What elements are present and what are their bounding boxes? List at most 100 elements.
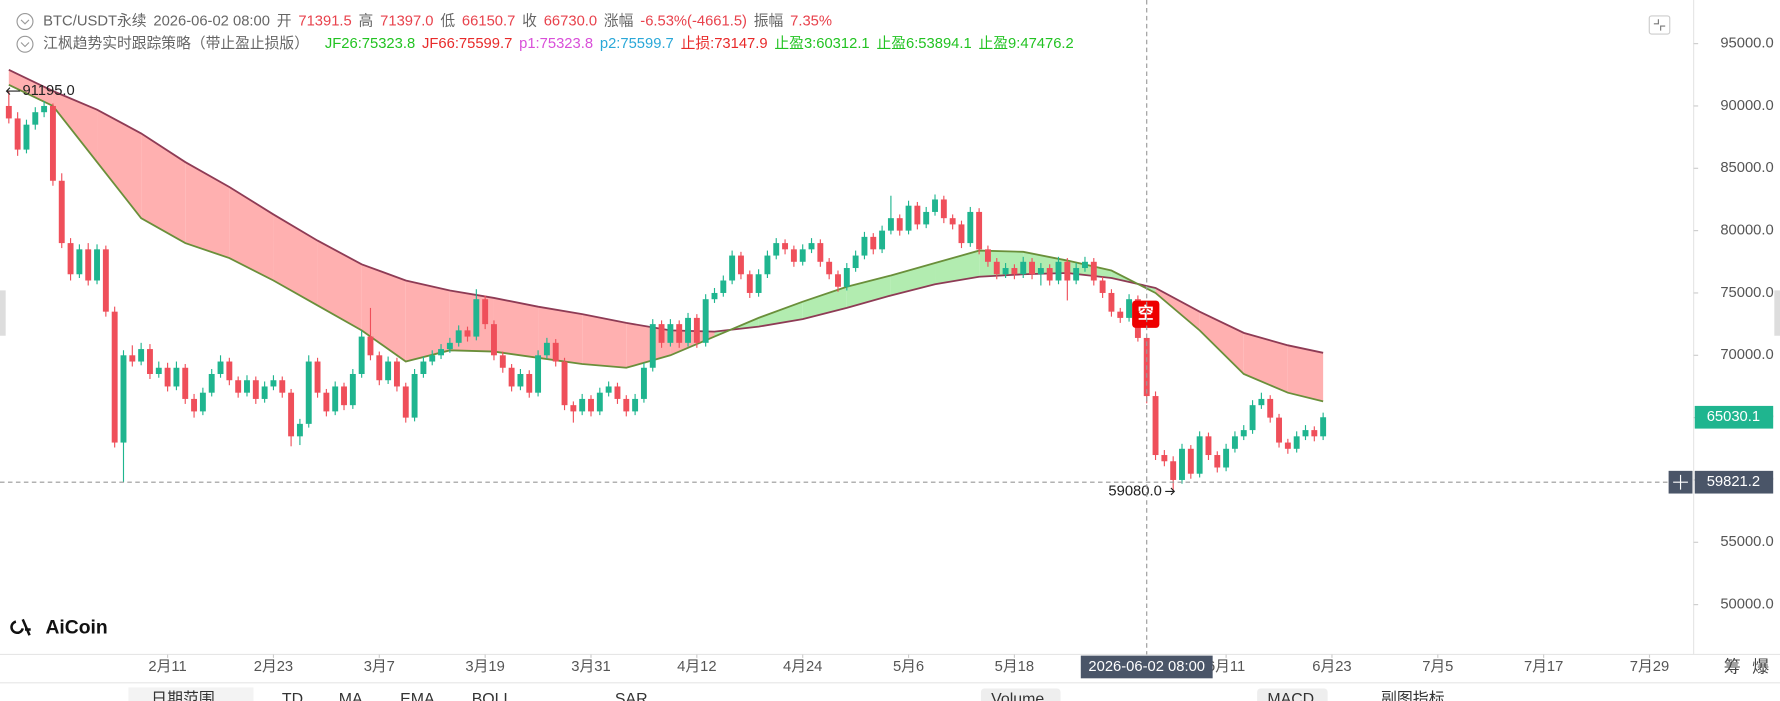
x-tick-label: 5月18 [995, 659, 1034, 675]
header-item: 开 [277, 13, 292, 29]
candle-body [491, 324, 497, 356]
candle-body [596, 392, 603, 412]
toolbar-tab[interactable]: MA [339, 691, 363, 701]
candle-body [85, 249, 92, 281]
band-fill [52, 91, 98, 163]
y-tick-label: 80000.0 [1720, 223, 1773, 239]
logo-text: AiCoin [45, 618, 107, 639]
toolbar-tab[interactable]: Volume [991, 691, 1044, 701]
candle-body [1214, 455, 1221, 468]
fullscreen-icon [1653, 19, 1666, 31]
candle-body [173, 367, 180, 387]
candle-body [711, 292, 718, 300]
header-item: BTC/USDT永续 [43, 12, 147, 29]
candle-body [349, 373, 356, 406]
candle-body [1249, 405, 1256, 431]
side-tool[interactable]: 爆 [1752, 658, 1769, 677]
candle-body [235, 380, 242, 393]
header-item: 涨幅 [604, 12, 634, 29]
candle-body [5, 105, 12, 119]
x-tick-label: 2月23 [254, 659, 293, 675]
candle-body [808, 243, 815, 250]
toolbar-tab[interactable]: EMA [400, 691, 435, 701]
fast-line [8, 83, 1324, 403]
x-tick-label: 3月19 [465, 659, 504, 675]
band-fill [1199, 311, 1244, 374]
header-item: JF66:75599.7 [422, 36, 512, 52]
plot-area [5, 68, 1327, 492]
candle-body [358, 336, 365, 374]
candle-body [508, 367, 515, 387]
signal-text: 空 [1138, 303, 1154, 322]
band-fill [582, 314, 627, 368]
collapse-icon[interactable] [16, 35, 34, 53]
candle-body [976, 211, 983, 250]
candle-body [570, 405, 577, 412]
header-item: 2026-06-02 08:00 [153, 13, 270, 29]
candle-body [1090, 261, 1097, 281]
toolbar-tab[interactable]: MACD [1267, 691, 1314, 701]
candle-body [155, 367, 162, 374]
toolbar-tab[interactable]: SAR [615, 691, 648, 701]
band-fill [846, 275, 891, 308]
header-item: 高 [359, 12, 374, 29]
candle-body [402, 386, 409, 418]
candle-body [526, 373, 533, 393]
toolbar-tab[interactable]: 日期范围 [151, 690, 215, 701]
x-tick-label: 6月23 [1312, 659, 1351, 675]
candle-body [341, 386, 347, 406]
candle-body [1293, 436, 1300, 449]
candle-body [279, 380, 286, 393]
header-item: 止盈6:53894.1 [876, 35, 971, 52]
candle-body [693, 317, 700, 343]
last-price: 65030.1 [1707, 409, 1760, 425]
candle-body [296, 423, 303, 437]
toolbar-tab[interactable]: BOLL [472, 691, 513, 701]
candle-body [182, 367, 189, 399]
x-tick-label: 4月24 [783, 659, 822, 675]
crosshair-date-box [1080, 655, 1213, 679]
candle-body [1002, 268, 1009, 275]
candle-body [632, 398, 639, 412]
collapse-icon[interactable] [16, 13, 34, 31]
toolbar-tab[interactable]: TD [282, 691, 303, 701]
band-fill [185, 162, 230, 259]
candle-body [1161, 455, 1168, 462]
candle-body [649, 324, 656, 368]
side-tool[interactable]: 筹 [1724, 658, 1741, 677]
candle-body [1231, 436, 1238, 449]
candle-body [755, 274, 762, 293]
band-fill [1155, 287, 1200, 331]
candle-body [764, 255, 771, 275]
candle-body [1152, 396, 1159, 456]
candle-body [1258, 398, 1265, 406]
candle-body [914, 205, 921, 225]
x-tick-label: 6月11 [1207, 659, 1245, 675]
candle-body [1126, 299, 1133, 318]
candle-body [905, 205, 912, 231]
candle-body [473, 299, 480, 337]
candle-body [261, 386, 268, 399]
candle-body [799, 249, 806, 262]
candle-body [685, 317, 691, 343]
tab-bg [128, 687, 254, 701]
candle-body [667, 324, 674, 343]
candle-body [393, 361, 400, 387]
candle-body [1284, 442, 1291, 449]
crosshair-date: 2026-06-02 08:00 [1088, 659, 1205, 675]
left-handle[interactable] [0, 290, 6, 336]
candle-body [561, 361, 568, 406]
candle-body [835, 274, 841, 287]
tab-bg [980, 688, 1061, 701]
candle-body [147, 349, 153, 374]
toolbar-tab[interactable]: 副图指标 [1381, 690, 1445, 701]
right-handle[interactable] [1774, 290, 1780, 336]
last-price-box [1694, 405, 1774, 429]
header-item: 江枫趋势实时跟踪策略（带止盈止损版） [43, 35, 309, 52]
header-item: -6.53%(-4661.5) [640, 13, 747, 29]
fullscreen-button[interactable] [1648, 15, 1671, 35]
candle-body [1223, 448, 1230, 468]
candle-body [1117, 311, 1124, 318]
header-icons[interactable] [16, 13, 34, 53]
